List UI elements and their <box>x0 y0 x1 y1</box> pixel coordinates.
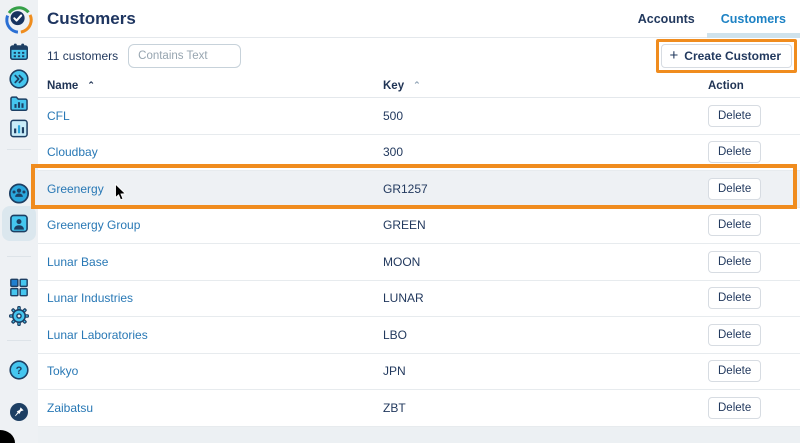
help-icon[interactable]: ? <box>9 360 29 380</box>
tab-bar: Accounts Customers <box>637 11 800 38</box>
table-row[interactable]: Lunar Base MOON Delete <box>38 244 800 281</box>
tab-accounts[interactable]: Accounts <box>637 11 695 26</box>
table-row[interactable]: Greenergy Group GREEN Delete <box>38 208 800 244</box>
delete-button[interactable]: Delete <box>708 104 762 127</box>
column-header-key[interactable]: Key ⌃ <box>383 80 708 92</box>
double-chevron-icon[interactable] <box>9 69 29 89</box>
customer-key: MOON <box>383 254 421 269</box>
sidebar-divider <box>7 256 31 257</box>
column-label: Name <box>47 79 79 92</box>
sidebar-divider <box>7 340 31 341</box>
bar-chart-icon[interactable] <box>10 119 29 138</box>
customers-person-icon[interactable] <box>10 214 29 233</box>
customer-key: ZBT <box>383 400 406 415</box>
create-customer-label: Create Customer <box>684 48 781 63</box>
column-label: Key <box>383 79 405 92</box>
sort-asc-icon: ⌃ <box>413 79 421 90</box>
customer-key: GR1257 <box>383 181 428 196</box>
table-row[interactable]: Cloudbay 300 Delete <box>38 135 800 171</box>
page-title: Customers <box>47 8 136 28</box>
customer-key: LUNAR <box>383 291 424 306</box>
delete-button[interactable]: Delete <box>708 214 762 237</box>
customer-key: GREEN <box>383 218 426 233</box>
calendar-icon[interactable] <box>9 43 29 61</box>
customer-name-link[interactable]: Greenergy <box>47 181 104 196</box>
delete-button[interactable]: Delete <box>708 141 762 164</box>
customer-count-label: 11 customers <box>47 49 119 63</box>
plus-icon: + <box>669 46 679 64</box>
delete-button[interactable]: Delete <box>708 323 762 346</box>
table-row[interactable]: Lunar Industries LUNAR Delete <box>38 281 800 317</box>
customer-name-link[interactable]: Zaibatsu <box>47 400 94 415</box>
filter-input[interactable] <box>128 44 242 68</box>
sort-asc-icon: ⌃ <box>87 79 95 90</box>
table-row[interactable]: Lunar Laboratories LBO Delete <box>38 317 800 354</box>
tab-customers[interactable]: Customers <box>706 11 800 38</box>
table-body: CFL 500 Delete Cloudbay 300 Delete Green… <box>38 98 800 427</box>
table-row[interactable]: Greenergy GR1257 Delete <box>38 171 800 208</box>
app-logo-icon[interactable] <box>4 5 34 35</box>
main-content: Customers Accounts Customers 11 customer… <box>38 0 800 443</box>
customer-name-link[interactable]: CFL <box>47 108 70 123</box>
svg-text:?: ? <box>16 365 23 377</box>
table-row[interactable]: Tokyo JPN Delete <box>38 354 800 390</box>
delete-button[interactable]: Delete <box>708 396 762 419</box>
customer-name-link[interactable]: Tokyo <box>47 364 79 379</box>
pin-icon[interactable] <box>9 402 29 422</box>
customer-name-link[interactable]: Lunar Base <box>47 254 109 269</box>
customer-name-link[interactable]: Lunar Laboratories <box>47 327 148 342</box>
customer-key: 300 <box>383 145 404 160</box>
folder-chart-icon[interactable] <box>10 95 29 112</box>
sidebar-divider <box>7 149 31 150</box>
customer-key: JPN <box>383 364 406 379</box>
table-header: Name ⌃ Key ⌃ Action <box>38 74 800 98</box>
column-header-action: Action <box>708 80 800 92</box>
delete-button[interactable]: Delete <box>708 177 762 200</box>
footer-strip <box>38 427 800 443</box>
settings-gear-icon[interactable] <box>9 306 29 326</box>
sidebar: ? <box>0 0 38 443</box>
apps-grid-icon[interactable] <box>10 278 29 297</box>
column-header-name[interactable]: Name ⌃ <box>47 80 383 92</box>
delete-button[interactable]: Delete <box>708 360 762 383</box>
column-label: Action <box>708 79 744 92</box>
customer-key: 500 <box>383 108 404 123</box>
table-row[interactable]: Zaibatsu ZBT Delete <box>38 390 800 427</box>
create-customer-button[interactable]: + Create Customer <box>660 44 792 68</box>
create-customer-highlight: + Create Customer <box>655 39 797 73</box>
toolbar: 11 customers + Create Customer <box>38 38 800 74</box>
page-header: Customers Accounts Customers <box>38 0 800 38</box>
delete-button[interactable]: Delete <box>708 287 762 310</box>
customer-key: LBO <box>383 327 408 342</box>
table-row[interactable]: CFL 500 Delete <box>38 98 800 135</box>
customer-name-link[interactable]: Lunar Industries <box>47 291 134 306</box>
globe-users-icon[interactable] <box>8 183 30 204</box>
customer-name-link[interactable]: Greenergy Group <box>47 218 141 233</box>
customer-name-link[interactable]: Cloudbay <box>47 145 98 160</box>
delete-button[interactable]: Delete <box>708 250 762 273</box>
